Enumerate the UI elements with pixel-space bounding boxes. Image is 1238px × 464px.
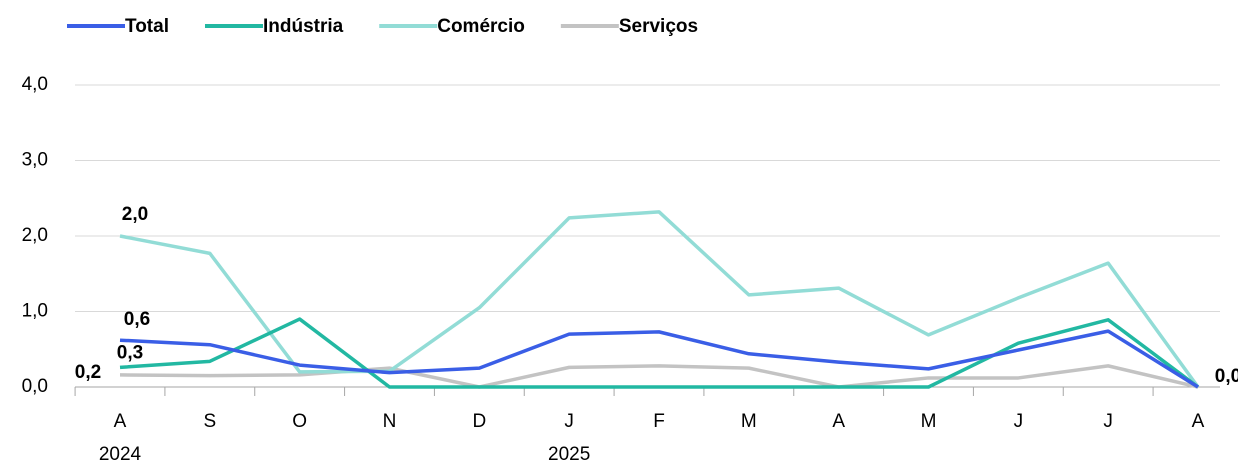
legend-label: Serviços	[619, 16, 698, 37]
value-label: 0,6	[124, 309, 150, 330]
x-tick-label: M	[741, 411, 757, 432]
y-tick-label: 0,0	[22, 376, 48, 397]
x-tick-label: J	[1014, 411, 1024, 432]
y-tick-label: 3,0	[22, 150, 48, 171]
x-tick-label: N	[383, 411, 397, 432]
series-line	[119, 329, 1199, 389]
x-tick-label: M	[921, 411, 937, 432]
legend-label: Total	[125, 16, 169, 37]
series-line	[119, 210, 1200, 389]
series-line	[119, 364, 1199, 389]
value-label: 0,3	[117, 342, 143, 363]
y-tick-label: 2,0	[22, 225, 48, 246]
x-tick-label: A	[832, 411, 845, 432]
x-tick-label: A	[1192, 411, 1205, 432]
legend-label: Indústria	[263, 16, 344, 37]
legend-label: Comércio	[437, 16, 525, 37]
x-group-label: 2025	[548, 444, 590, 464]
value-label: 0,2	[75, 362, 101, 383]
value-label: 2,0	[122, 204, 148, 225]
x-tick-label: A	[114, 411, 127, 432]
x-tick-label: S	[203, 411, 216, 432]
x-tick-label: D	[472, 411, 486, 432]
value-label: 0,0	[1215, 366, 1238, 387]
x-tick-label: O	[292, 411, 307, 432]
x-tick-label: F	[653, 411, 665, 432]
x-group-label: 2024	[99, 444, 142, 464]
y-tick-label: 1,0	[22, 301, 48, 322]
x-tick-label: J	[564, 411, 574, 432]
x-tick-label: J	[1103, 411, 1113, 432]
y-tick-label: 4,0	[22, 74, 48, 95]
series-line	[119, 317, 1200, 389]
